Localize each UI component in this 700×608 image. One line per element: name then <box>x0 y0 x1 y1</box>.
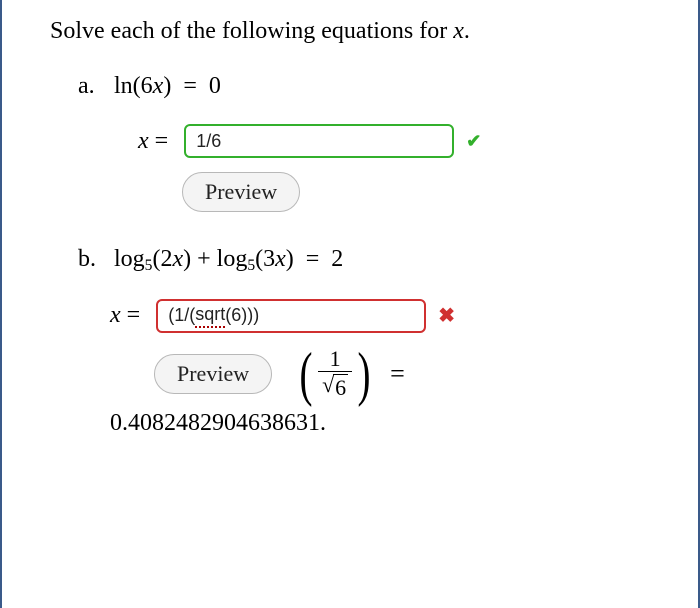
fraction-denominator: √6 <box>318 371 352 400</box>
part-b-preview-row: Preview ( 1 √6 ) = <box>154 347 658 400</box>
preview-fraction: ( 1 √6 ) <box>296 347 374 400</box>
part-b-result: 0.4082482904638631. <box>110 410 658 437</box>
prompt-variable: x <box>453 18 464 44</box>
part-b-answer-row: x= (1/(sqrt(6))) ✖ <box>110 299 658 333</box>
fraction-numerator: 1 <box>326 347 345 371</box>
part-b-answer-input[interactable]: (1/(sqrt(6))) <box>156 299 426 333</box>
part-b-label: b. <box>78 246 100 273</box>
problem-prompt: Solve each of the following equations fo… <box>50 18 658 45</box>
part-b-input-prefix: (1/( <box>168 305 195 326</box>
part-a-answer-block: x= ✔ Preview <box>138 124 658 212</box>
part-a-answer-input[interactable] <box>184 124 454 158</box>
part-a-equation: ln(6x) = 0 <box>114 73 221 100</box>
prompt-text-after: . <box>464 18 470 44</box>
part-b-xeq: x= <box>110 302 144 329</box>
cross-icon: ✖ <box>438 303 455 328</box>
part-b-input-suffix: (6))) <box>225 305 259 326</box>
radicand: 6 <box>333 374 348 400</box>
part-b: b. log5(2x) + log5(3x) = 2 x= (1/(sqrt(6… <box>78 246 658 437</box>
part-a-label: a. <box>78 73 100 100</box>
part-a-header: a. ln(6x) = 0 <box>78 73 658 100</box>
part-b-preview-button[interactable]: Preview <box>154 354 272 394</box>
fraction: 1 √6 <box>318 347 352 400</box>
prompt-text-before: Solve each of the following equations fo… <box>50 18 453 44</box>
part-b-answer-block: x= (1/(sqrt(6))) ✖ Preview ( 1 √6 <box>110 299 658 437</box>
right-paren-icon: ) <box>358 353 371 395</box>
part-a-xeq: x= <box>138 128 172 155</box>
part-b-input-sqrt: sqrt <box>195 304 225 328</box>
part-b-header: b. log5(2x) + log5(3x) = 2 <box>78 246 658 275</box>
preview-equals: = <box>390 359 405 389</box>
part-a-answer-row: x= ✔ <box>138 124 658 158</box>
part-a-preview-button[interactable]: Preview <box>182 172 300 212</box>
part-b-preview-expression: ( 1 √6 ) = <box>296 347 405 400</box>
problem-page: Solve each of the following equations fo… <box>0 0 700 608</box>
left-paren-icon: ( <box>300 353 313 395</box>
part-a-preview-row: Preview <box>182 172 658 212</box>
part-b-x: x <box>110 302 121 328</box>
part-a-x: x <box>138 128 149 154</box>
check-icon: ✔ <box>466 131 481 152</box>
part-a: a. ln(6x) = 0 x= ✔ Preview <box>78 73 658 212</box>
part-a-eqsign: = <box>155 128 169 154</box>
part-b-equation: log5(2x) + log5(3x) = 2 <box>114 246 343 275</box>
part-b-eqsign: = <box>127 302 141 328</box>
